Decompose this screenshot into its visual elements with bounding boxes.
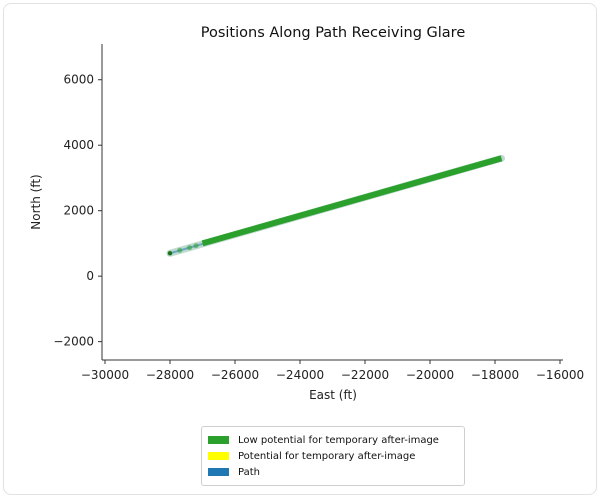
legend-label-path: Path (238, 466, 260, 478)
x-tick-label: −24000 (276, 368, 324, 382)
glare-point (187, 245, 192, 251)
x-ticks: −30000 −28000 −26000 −24000 −22000 −20000 −180… (81, 360, 584, 382)
legend-label-potential: Potential for temporary after-image (238, 450, 416, 462)
y-ticks: −2000 0 2000 4000 6000 (53, 73, 102, 349)
legend-item-potential: Potential for temporary after-image (208, 448, 458, 464)
legend-item-low: Low potential for temporary after-image (208, 432, 458, 448)
x-tick-label: −16000 (536, 368, 584, 382)
chart-legend: Low potential for temporary after-image … (201, 426, 465, 486)
legend-item-path: Path (208, 464, 458, 480)
glare-point (177, 247, 183, 253)
x-axis-label: East (ft) (309, 388, 357, 402)
legend-swatch-low (208, 436, 229, 444)
x-tick-label: −28000 (146, 368, 194, 382)
series-low-potential-line (201, 155, 503, 247)
chart-title: Positions Along Path Receiving Glare (201, 25, 466, 41)
glare-point (193, 243, 199, 249)
x-tick-label: −22000 (341, 368, 389, 382)
y-tick-label: 6000 (63, 73, 94, 87)
x-tick-label: −20000 (406, 368, 454, 382)
legend-swatch-path (208, 468, 229, 476)
y-tick-label: 4000 (63, 138, 94, 152)
y-tick-label: 2000 (63, 204, 94, 218)
x-tick-label: −26000 (211, 368, 259, 382)
y-axis-label: North (ft) (29, 174, 43, 229)
y-tick-label: −2000 (53, 335, 94, 349)
y-tick-label: 0 (86, 269, 94, 283)
legend-swatch-potential (208, 452, 229, 460)
legend-label-low: Low potential for temporary after-image (238, 434, 439, 446)
plot-area (166, 154, 505, 257)
x-tick-label: −30000 (81, 368, 129, 382)
path-start-marker (168, 251, 172, 256)
x-tick-label: −18000 (471, 368, 519, 382)
